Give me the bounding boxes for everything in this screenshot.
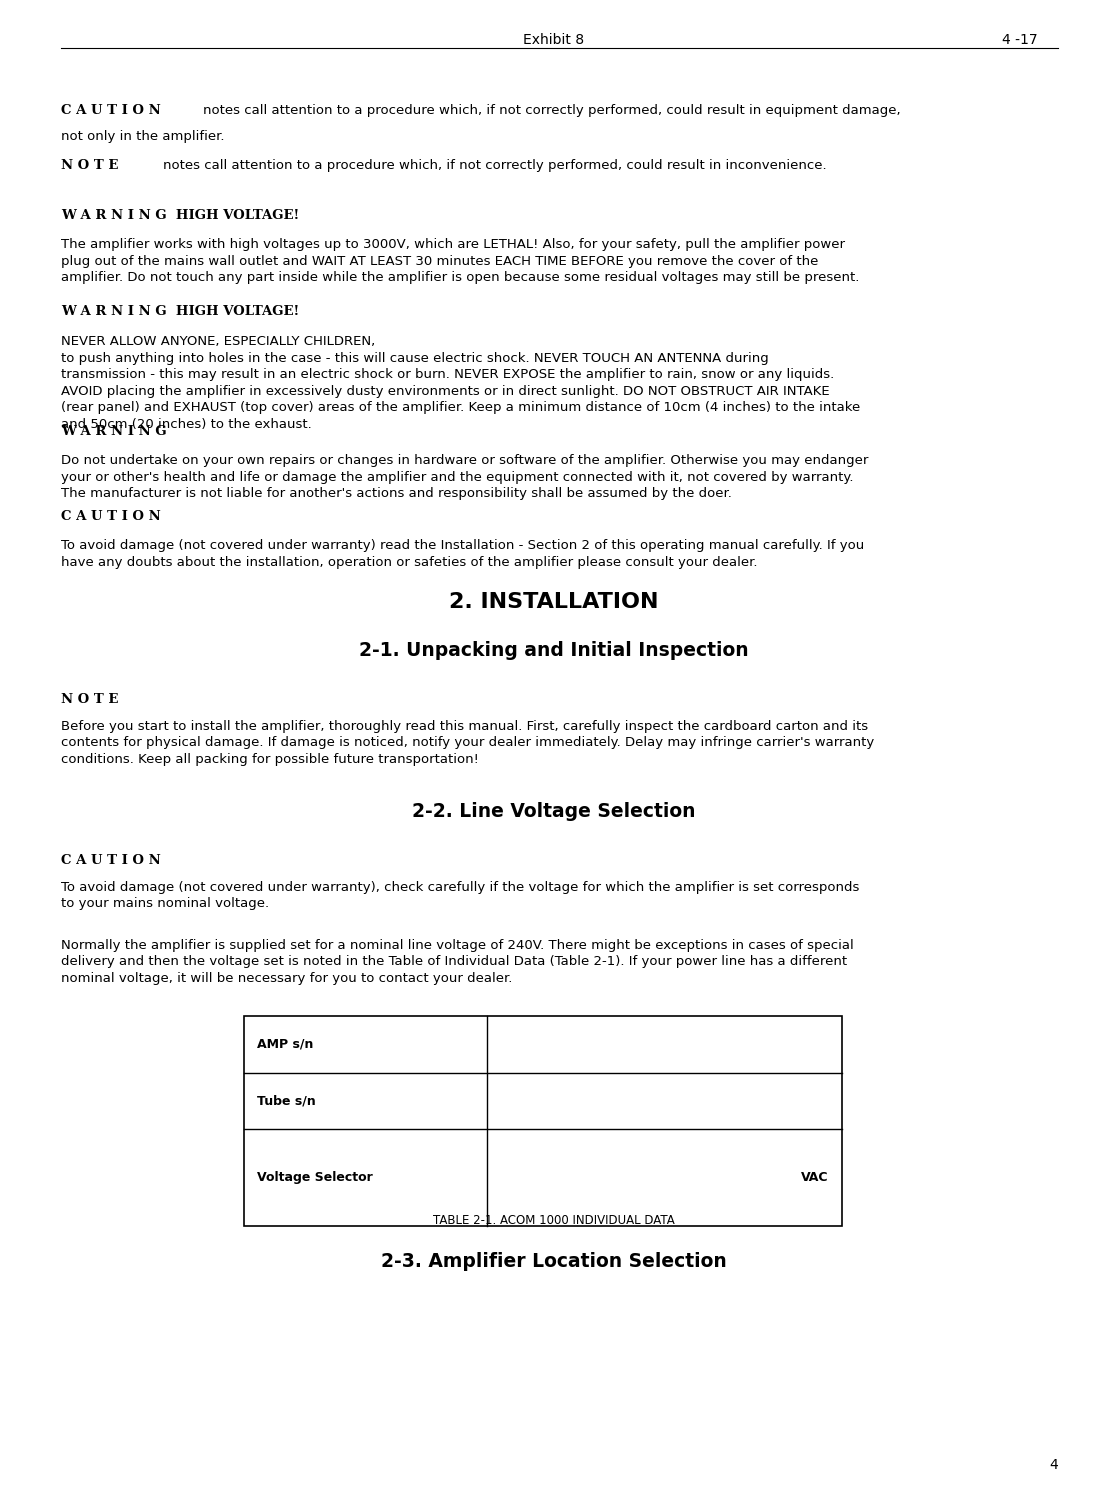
Text: W A R N I N G  HIGH VOLTAGE!: W A R N I N G HIGH VOLTAGE! <box>61 209 299 222</box>
Text: Normally the amplifier is supplied set for a nominal line voltage of 240V. There: Normally the amplifier is supplied set f… <box>61 939 854 985</box>
Text: C A U T I O N: C A U T I O N <box>61 510 161 523</box>
Text: notes call attention to a procedure which, if not correctly performed, could res: notes call attention to a procedure whic… <box>163 159 826 173</box>
Text: To avoid damage (not covered under warranty) read the Installation - Section 2 o: To avoid damage (not covered under warra… <box>61 539 864 569</box>
Text: Voltage Selector: Voltage Selector <box>257 1171 373 1185</box>
Text: Before you start to install the amplifier, thoroughly read this manual. First, c: Before you start to install the amplifie… <box>61 720 874 766</box>
Text: 2. INSTALLATION: 2. INSTALLATION <box>449 592 659 611</box>
Text: 4: 4 <box>1049 1459 1058 1472</box>
Text: 2-2. Line Voltage Selection: 2-2. Line Voltage Selection <box>413 802 695 821</box>
Bar <box>244 1016 842 1226</box>
Text: Tube s/n: Tube s/n <box>257 1095 316 1107</box>
Text: N O T E: N O T E <box>61 159 119 173</box>
Text: To avoid damage (not covered under warranty), check carefully if the voltage for: To avoid damage (not covered under warra… <box>61 881 859 910</box>
Text: W A R N I N G: W A R N I N G <box>61 425 166 438</box>
Text: notes call attention to a procedure which, if not correctly performed, could res: notes call attention to a procedure whic… <box>203 104 901 118</box>
Text: TABLE 2-1. ACOM 1000 INDIVIDUAL DATA: TABLE 2-1. ACOM 1000 INDIVIDUAL DATA <box>434 1214 675 1228</box>
Text: W A R N I N G  HIGH VOLTAGE!: W A R N I N G HIGH VOLTAGE! <box>61 305 299 319</box>
Text: The amplifier works with high voltages up to 3000V, which are LETHAL! Also, for : The amplifier works with high voltages u… <box>61 238 859 285</box>
Text: 2-3. Amplifier Location Selection: 2-3. Amplifier Location Selection <box>381 1252 726 1271</box>
Text: AMP s/n: AMP s/n <box>257 1039 314 1050</box>
Text: N O T E: N O T E <box>61 693 119 706</box>
Text: C A U T I O N: C A U T I O N <box>61 104 161 118</box>
Text: VAC: VAC <box>801 1171 828 1185</box>
Text: NEVER ALLOW ANYONE, ESPECIALLY CHILDREN,
to push anything into holes in the case: NEVER ALLOW ANYONE, ESPECIALLY CHILDREN,… <box>61 335 861 431</box>
Text: Exhibit 8: Exhibit 8 <box>523 33 584 46</box>
Text: C A U T I O N: C A U T I O N <box>61 854 161 867</box>
Text: not only in the amplifier.: not only in the amplifier. <box>61 131 224 143</box>
Text: 2-1. Unpacking and Initial Inspection: 2-1. Unpacking and Initial Inspection <box>359 641 749 660</box>
Text: 4 -17: 4 -17 <box>1001 33 1037 46</box>
Text: Do not undertake on your own repairs or changes in hardware or software of the a: Do not undertake on your own repairs or … <box>61 454 868 501</box>
